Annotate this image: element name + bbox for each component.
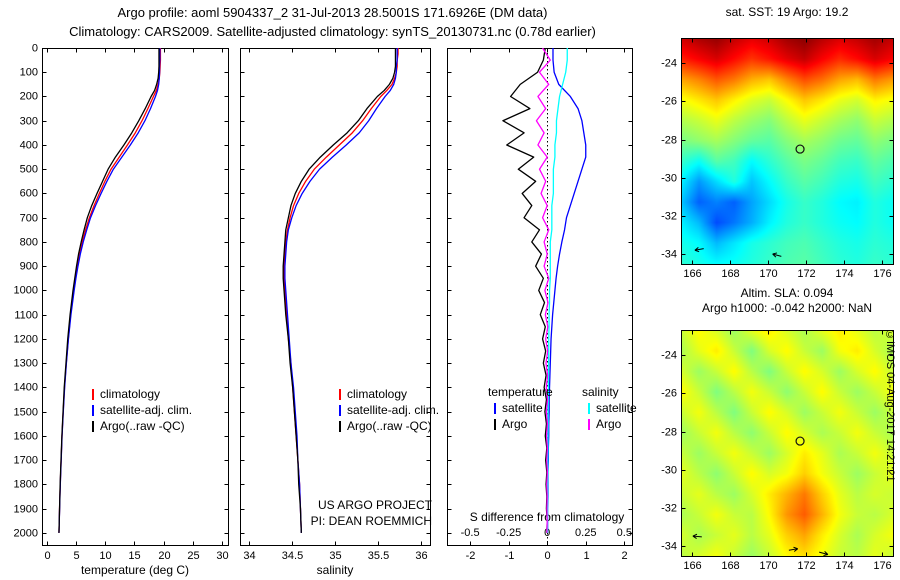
legend-item-t-satellite: satellite [488,400,553,416]
imos-watermark: ©IMOS 04-Aug-2017 14:21:21 [884,329,896,482]
s-argo-line-sample [588,418,590,430]
temperature-legend-header: temperature [488,385,553,399]
legend-item-argo: Argo(..raw -QC) [86,418,192,434]
legend-item-satellite-adj-clim: satellite-adj. clim. [333,402,439,418]
legend-label-satellite-adj-clim: satellite-adj. clim. [100,403,193,417]
legend-label-argo: Argo(..raw -QC) [347,419,432,433]
legend-item-s-argo: Argo [582,416,637,432]
figure-title-line2: Climatology: CARS2009. Satellite-adjuste… [69,24,596,39]
legend-item-climatology: climatology [86,386,192,402]
climatology-line-sample [339,388,341,400]
salinity-plot-legend: climatology satellite-adj. clim. Argo(..… [333,386,439,434]
temperature-plot-legend: climatology satellite-adj. clim. Argo(..… [86,386,192,434]
legend-label-argo: Argo(..raw -QC) [100,419,185,433]
legend-label-s-argo: Argo [596,417,622,431]
legend-label-t-argo: Argo [502,417,528,431]
legend-item-climatology: climatology [333,386,439,402]
legend-label-satellite-adj-clim: satellite-adj. clim. [347,403,440,417]
legend-label-climatology: climatology [100,387,161,401]
figure-title-line1: Argo profile: aoml 5904337_2 31-Jul-2013… [117,5,548,20]
sla-title-line2: Argo h1000: -0.042 h2000: NaN [701,301,873,315]
legend-label-s-satellite: satellite [596,401,637,415]
satellite-clim-line-sample [339,404,341,416]
sla-map [650,322,900,580]
salinity-legend-header: salinity [582,385,619,399]
credit-line2: PI: DEAN ROEMMICH [310,514,432,528]
figure-title: Argo profile: aoml 5904337_2 31-Jul-2013… [0,3,665,41]
t-argo-line-sample [494,418,496,430]
legend-item-satellite-adj-clim: satellite-adj. clim. [86,402,192,418]
satellite-clim-line-sample [92,404,94,416]
us-argo-project-credit: US ARGO PROJECT PI: DEAN ROEMMICH [287,497,432,529]
legend-label-t-satellite: satellite [502,401,543,415]
salinity-profile-plot [238,40,438,580]
legend-item-argo: Argo(..raw -QC) [333,418,439,434]
sla-title-line1: Altim. SLA: 0.094 [740,286,834,300]
temperature-profile-plot [0,40,235,580]
credit-line1: US ARGO PROJECT [317,498,432,512]
legend-item-s-satellite: satellite [582,400,637,416]
legend-item-t-argo: Argo [488,416,553,432]
argo-line-sample [92,420,94,432]
s-satellite-line-sample [588,402,590,414]
argo-line-sample [339,420,341,432]
difference-legend-temperature: temperature satellite Argo [488,384,553,432]
sst-map-title: sat. SST: 19 Argo: 19.2 [725,5,849,19]
difference-profile-plot [445,40,640,580]
sst-map [650,30,900,282]
difference-legend-salinity: salinity satellite Argo [582,384,637,432]
sla-map-title: Altim. SLA: 0.094 Argo h1000: -0.042 h20… [680,286,894,316]
t-satellite-line-sample [494,402,496,414]
legend-label-climatology: climatology [347,387,408,401]
climatology-line-sample [92,388,94,400]
